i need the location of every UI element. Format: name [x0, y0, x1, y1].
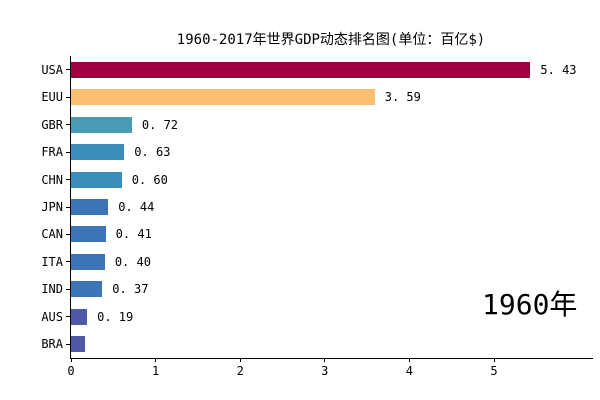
- y-axis-label-usa: USA: [41, 62, 63, 77]
- y-axis-label-ita: ITA: [41, 254, 63, 269]
- y-axis-tick: [66, 288, 71, 290]
- bar-bra: [71, 336, 85, 353]
- x-axis-label-5: 5: [490, 364, 498, 378]
- year-annotation: 1960年: [482, 288, 578, 321]
- y-axis-label-jpn: JPN: [41, 200, 63, 214]
- bar-fra: [71, 144, 125, 161]
- y-axis-tick: [66, 261, 71, 263]
- y-axis-label-chn: CHN: [41, 172, 63, 187]
- plot-area: USA 5. 43 EUU 3. 59 GBR 0. 72 FRA 0. 63 CHN 0. 60…: [41, 56, 593, 378]
- y-axis-label-gbr: GBR: [41, 117, 63, 132]
- y-axis-tick: [66, 124, 71, 126]
- bar-jpn: [71, 199, 109, 215]
- value-label-gbr: 0. 72: [141, 117, 179, 132]
- x-axis-label-2: 2: [236, 364, 244, 378]
- value-label-fra: 0. 63: [134, 145, 171, 160]
- x-axis-tick: [239, 358, 241, 362]
- value-label-can: 0. 41: [115, 227, 152, 242]
- y-axis-label-can: CAN: [41, 227, 63, 242]
- x-axis-label-0: 0: [67, 364, 75, 378]
- x-axis-label-3: 3: [321, 364, 329, 378]
- y-axis-label-fra: FRA: [41, 145, 63, 160]
- value-label-ita: 0. 40: [114, 254, 151, 269]
- bar-usa: [71, 61, 531, 78]
- y-axis-tick: [66, 179, 71, 181]
- x-axis-tick: [408, 358, 410, 362]
- y-axis-tick: [66, 151, 71, 153]
- bar-can: [71, 226, 106, 243]
- value-label-usa: 5. 43: [540, 62, 577, 77]
- y-axis-label-aus: AUS: [41, 309, 63, 324]
- y-axis-tick: [66, 96, 71, 98]
- x-axis-tick: [70, 358, 72, 362]
- y-axis-tick: [66, 69, 71, 71]
- bar-ind: [71, 281, 103, 298]
- y-axis-tick: [66, 206, 71, 208]
- bar-ita: [71, 253, 105, 270]
- chart-title: 1960-2017年世界GDP动态排名图(单位：百亿$): [176, 32, 486, 48]
- bar-gbr: [71, 116, 132, 133]
- bar-chn: [71, 171, 122, 188]
- y-axis-label-ind: IND: [41, 282, 63, 297]
- x-axis-tick: [493, 358, 495, 362]
- value-label-euu: 3. 59: [384, 90, 421, 105]
- y-axis-tick: [66, 316, 71, 318]
- bar-aus: [71, 308, 88, 325]
- value-label-jpn: 0. 44: [118, 200, 155, 214]
- y-axis-tick: [66, 233, 71, 235]
- x-axis-label-1: 1: [151, 364, 160, 378]
- x-axis-tick: [324, 358, 326, 362]
- x-axis-tick: [155, 358, 157, 362]
- y-axis-label-euu: EUU: [41, 90, 63, 105]
- bar-euu: [71, 89, 375, 106]
- value-label-aus: 0. 19: [97, 309, 134, 324]
- value-label-chn: 0. 60: [131, 172, 168, 187]
- value-label-ind: 0. 37: [112, 282, 149, 297]
- y-axis-label-bra: BRA: [41, 337, 63, 352]
- y-axis-tick: [66, 343, 71, 345]
- x-axis-label-4: 4: [405, 364, 414, 378]
